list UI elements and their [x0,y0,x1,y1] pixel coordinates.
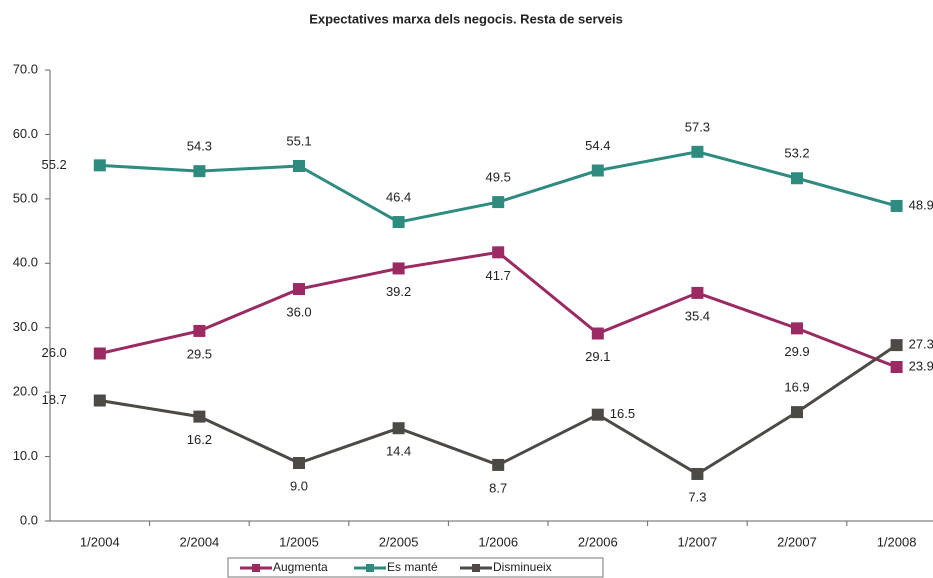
data-label: 57.3 [685,119,710,134]
data-label: 9.0 [290,478,308,493]
y-tick-label: 60.0 [13,126,38,141]
marker [93,394,106,407]
data-label: 55.1 [286,133,311,148]
y-tick-label: 0.0 [20,512,38,527]
data-label: 54.3 [187,139,212,154]
marker [890,361,903,374]
data-label: 41.7 [486,268,511,283]
x-tick-label: 1/2006 [478,534,518,549]
marker [791,172,803,185]
data-label: 29.9 [784,344,809,359]
legend-swatch [252,564,260,572]
data-label: 54.4 [585,138,610,153]
data-label: 48.9 [909,197,933,212]
x-tick-label: 1/2005 [279,534,319,549]
x-tick-label: 2/2005 [379,534,419,549]
marker [293,457,305,470]
x-tick-label: 2/2004 [180,534,220,549]
y-tick-label: 30.0 [13,319,38,334]
data-label: 53.2 [784,146,809,161]
data-label: 29.1 [585,349,610,364]
data-label: 14.4 [386,444,411,459]
series-line [99,150,898,224]
data-label: 46.4 [386,189,411,204]
y-tick-label: 50.0 [13,190,38,205]
data-label: 27.3 [909,337,933,352]
data-label: 18.7 [41,392,66,407]
data-label: 16.9 [784,380,809,395]
marker [392,262,405,275]
legend [227,557,604,578]
data-label: 8.7 [489,480,507,495]
marker [392,216,405,229]
data-label: 16.2 [187,432,212,447]
marker [93,159,106,172]
data-label: 26.0 [41,345,66,360]
marker [591,408,604,421]
marker [691,145,704,158]
marker [93,347,106,360]
legend-swatch [472,564,480,572]
legend-swatch [366,564,374,572]
series-line [99,343,898,476]
marker [791,406,803,419]
y-tick-label: 10.0 [13,448,38,463]
data-label: 29.5 [187,346,212,361]
data-label: 35.4 [685,308,710,323]
chart-title: Expectatives marxa dels negocis. Resta d… [309,11,623,26]
marker [293,159,305,172]
legend-label: Disminueix [493,560,552,574]
marker [193,410,206,423]
marker [890,339,903,352]
marker [193,165,206,178]
y-tick-label: 70.0 [13,61,38,76]
y-tick-label: 20.0 [13,384,38,399]
marker [691,467,704,480]
marker [591,164,604,177]
legend-label: Es manté [387,560,438,574]
marker [492,458,505,471]
data-label: 23.9 [909,358,933,373]
marker [691,286,704,299]
x-tick-label: 1/2008 [877,534,917,549]
data-label: 49.5 [486,170,511,185]
x-tick-label: 2/2006 [578,534,618,549]
marker [293,283,305,296]
x-tick-label: 1/2007 [678,534,718,549]
marker [890,199,903,212]
data-label: 55.2 [41,157,66,172]
data-label: 39.2 [386,284,411,299]
marker [591,327,604,340]
x-tick-label: 1/2004 [80,534,120,549]
x-tick-label: 2/2007 [777,534,817,549]
data-label: 36.0 [286,304,311,319]
legend-label: Augmenta [273,560,328,574]
marker [492,246,505,259]
marker [791,322,803,335]
data-label: 16.5 [610,406,635,421]
y-tick-label: 40.0 [13,255,38,270]
marker [492,196,505,209]
data-label: 7.3 [688,489,706,504]
marker [193,324,206,337]
marker [392,422,405,435]
